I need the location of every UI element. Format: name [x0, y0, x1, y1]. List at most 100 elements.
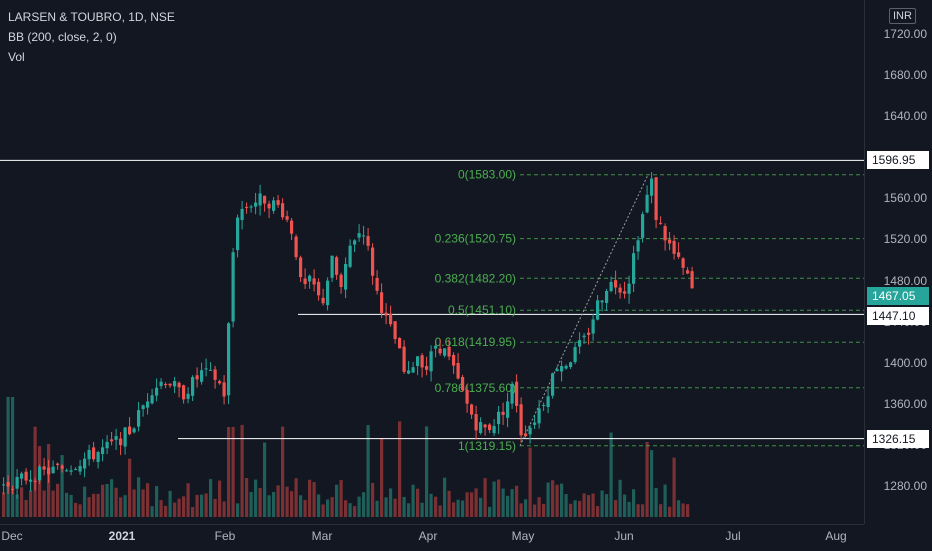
legend-symbol[interactable]: LARSEN & TOUBRO, 1D, NSE	[8, 10, 175, 24]
volume-bar	[483, 478, 487, 517]
volume-bar	[434, 496, 438, 517]
volume-bar	[15, 494, 19, 517]
volume-bar	[564, 494, 568, 517]
candle-body	[47, 467, 51, 475]
candle-body	[326, 280, 330, 306]
volume-bar	[501, 488, 505, 517]
price-tick-label: 1560.00	[883, 191, 927, 206]
volume-bar	[335, 484, 339, 517]
volume-bar	[155, 486, 159, 517]
candle-body	[294, 236, 298, 258]
time-tick-label: Dec	[1, 529, 23, 543]
price-tick-label: 1480.00	[883, 273, 927, 288]
volume-bar	[330, 497, 334, 517]
volume-bar	[623, 494, 627, 517]
volume-bar	[69, 494, 73, 517]
volume-bar	[344, 500, 348, 517]
volume-bar	[362, 492, 366, 517]
candle-body	[515, 381, 519, 406]
volume-bar	[578, 500, 582, 517]
volume-bar	[276, 485, 280, 517]
volume-bar	[168, 490, 172, 517]
volume-bar	[141, 489, 145, 517]
candle-body	[582, 335, 586, 338]
candle-body	[290, 220, 294, 234]
chart-area[interactable]: 0(1583.00) 0.236(1520.75) 0.382(1482.20) 0.…	[0, 0, 864, 524]
volume-bar	[65, 492, 69, 517]
volume-bar	[384, 497, 388, 517]
price-axis[interactable]: INR 1720.001680.001640.001600.001560.001…	[864, 0, 932, 524]
candle-body	[339, 274, 343, 288]
volume-bar	[321, 504, 325, 517]
price-tick-label: 1520.00	[883, 232, 927, 247]
volume-bar	[398, 421, 402, 517]
candle-body	[114, 436, 118, 440]
volume-bar	[420, 502, 424, 517]
time-tick-label: Mar	[311, 529, 333, 543]
volume-bar	[123, 495, 127, 517]
volume-bar	[366, 425, 370, 517]
candle-body	[56, 463, 60, 465]
volume-bar	[555, 484, 559, 517]
volume-bar	[452, 502, 456, 517]
volume-bar	[285, 486, 289, 517]
candle-body	[686, 270, 690, 274]
candle-body	[443, 348, 447, 356]
volume-bar	[11, 397, 15, 517]
candle-body	[132, 428, 136, 433]
volume-bar	[497, 479, 501, 517]
fib-level-label: 0.5(1451.10)	[448, 303, 516, 317]
legend-volume[interactable]: Vol	[8, 50, 25, 64]
candle-body	[308, 275, 312, 282]
candle-body	[465, 389, 469, 404]
candle-body	[551, 373, 555, 396]
candle-body	[447, 346, 451, 357]
volume-bar	[299, 495, 303, 517]
fib-level-label: 0(1583.00)	[458, 168, 516, 182]
candle-body	[285, 216, 289, 220]
candle-body	[569, 362, 573, 368]
volume-bar	[681, 503, 685, 517]
volume-bar	[659, 504, 663, 517]
volume-bar	[258, 487, 262, 517]
candle-body	[470, 404, 474, 415]
candle-body	[267, 203, 271, 209]
volume-bar	[128, 458, 132, 517]
fib-level-label: 1(1319.15)	[458, 439, 516, 453]
candle-body	[375, 277, 379, 291]
candle-body	[83, 458, 87, 469]
volume-bar	[245, 477, 249, 517]
volume-bar	[209, 479, 213, 517]
volume-bar	[429, 493, 433, 517]
legend-bb-indicator[interactable]: BB (200, close, 2, 0)	[8, 30, 117, 44]
candle-body	[209, 369, 213, 371]
currency-badge[interactable]: INR	[889, 8, 916, 24]
candle-body	[650, 178, 654, 196]
volume-bar	[686, 504, 690, 517]
volume-bar	[573, 500, 577, 517]
candle-body	[254, 202, 258, 207]
candle-body	[663, 226, 667, 241]
candle-body	[105, 441, 109, 449]
candle-body	[222, 382, 226, 397]
candle-body	[605, 291, 609, 303]
candle-body	[555, 369, 559, 372]
volume-bar	[393, 498, 397, 517]
fib-trend-line	[519, 174, 649, 446]
candle-body	[123, 427, 127, 447]
candle-body	[393, 321, 397, 339]
volume-bar	[326, 499, 330, 517]
volume-bar	[92, 493, 96, 517]
time-axis[interactable]: Dec 2021 Feb Mar Apr May Jun Jul Aug	[0, 524, 864, 551]
candle-body	[281, 203, 285, 218]
candle-body	[438, 348, 442, 354]
candle-body	[146, 401, 150, 408]
volume-bar	[632, 489, 636, 517]
volume-bar	[650, 450, 654, 517]
price-tag-label: 1326.15	[867, 429, 929, 448]
volume-bar	[317, 494, 321, 517]
volume-bar	[24, 499, 28, 517]
candle-body	[317, 281, 321, 296]
candle-body	[528, 427, 532, 435]
volume-bar	[83, 486, 87, 517]
